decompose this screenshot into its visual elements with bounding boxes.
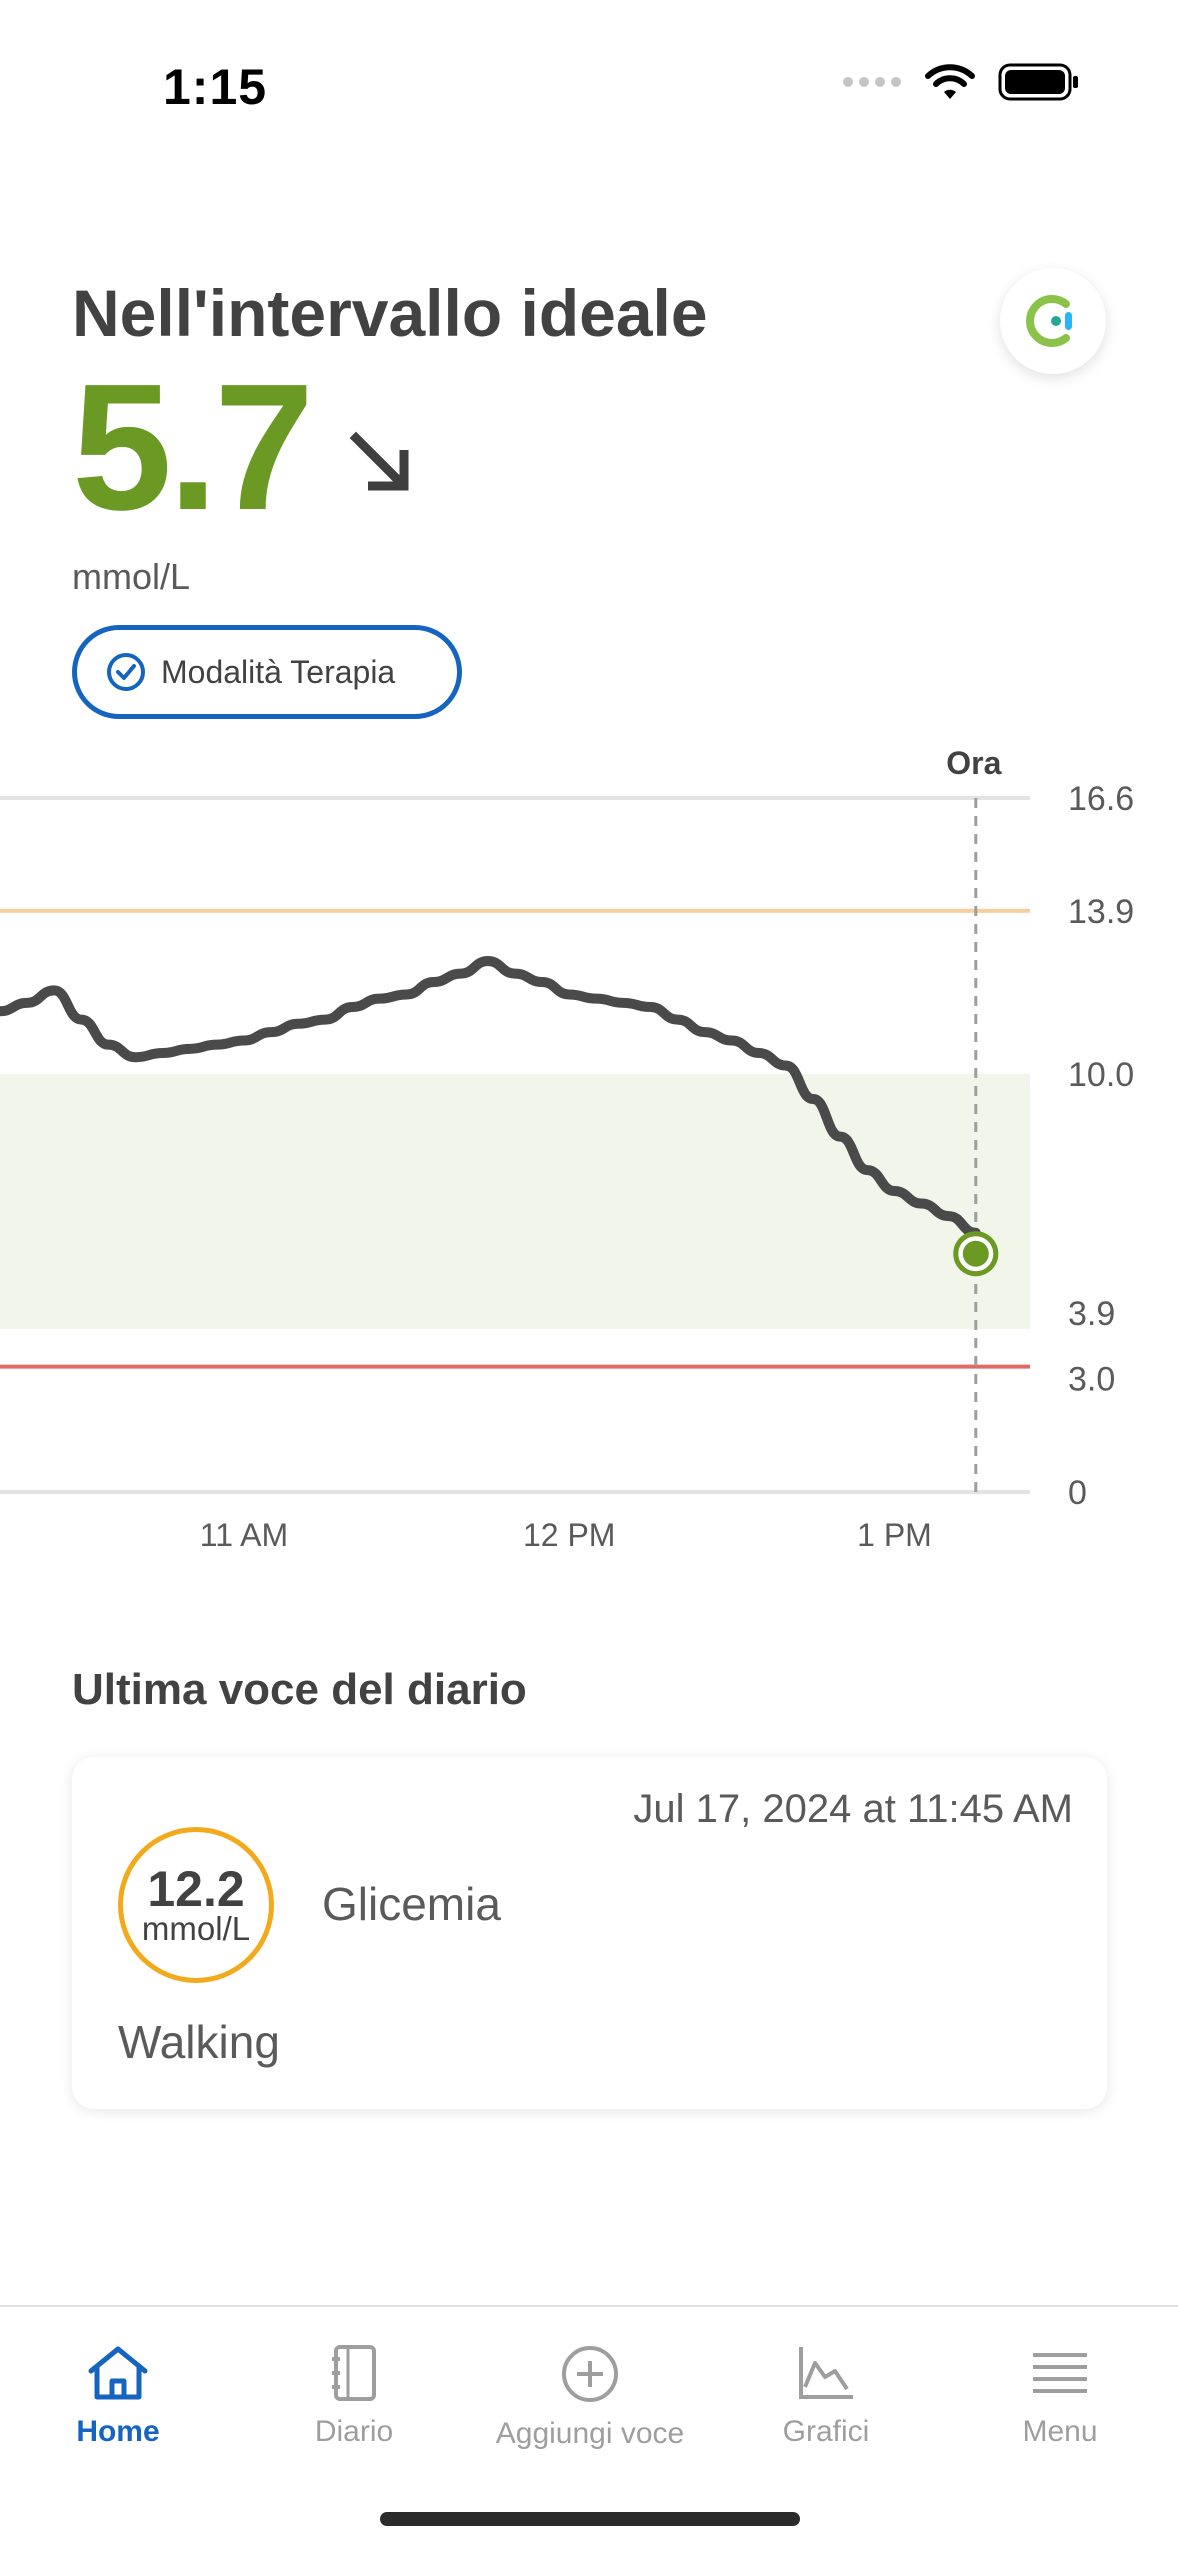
add-circle-icon bbox=[562, 2346, 618, 2402]
home-icon bbox=[88, 2346, 148, 2400]
glucose-chart: Ora 16.6 13.9 10.0 3.9 3.0 0 11 AM 12 PM 1 PM bbox=[0, 730, 1178, 1553]
check-circle-icon bbox=[107, 653, 145, 691]
app-logo-button[interactable] bbox=[1000, 268, 1106, 374]
status-bar: 1:15 bbox=[0, 0, 1178, 150]
entry-unit: mmol/L bbox=[141, 1910, 251, 1947]
therapy-mode-button[interactable]: Modalità Terapia bbox=[72, 625, 462, 719]
y-tick-label: 10.0 bbox=[1068, 1056, 1134, 1094]
y-tick-label: 3.0 bbox=[1068, 1361, 1115, 1399]
current-reading: 5.7 bbox=[72, 347, 416, 548]
tab-diary-label: Diario bbox=[314, 2415, 394, 2448]
diary-heading: Ultima voce del diario bbox=[72, 1665, 527, 1714]
tab-home-label: Home bbox=[76, 2415, 160, 2448]
glucose-unit: mmol/L bbox=[72, 556, 191, 597]
x-tick-label: 1 PM bbox=[857, 1517, 932, 1550]
glucose-trace-line bbox=[0, 956, 981, 1259]
tab-add-entry[interactable]: Aggiungi voce bbox=[472, 2307, 708, 2457]
y-tick-label: 3.9 bbox=[1068, 1295, 1115, 1333]
tab-charts[interactable]: Grafici bbox=[708, 2307, 944, 2457]
therapy-mode-label: Modalità Terapia bbox=[161, 653, 396, 690]
y-tick-label: 16.6 bbox=[1068, 780, 1134, 818]
home-indicator bbox=[380, 2512, 800, 2526]
tab-charts-label: Grafici bbox=[782, 2415, 870, 2448]
latest-diary-entry-card[interactable]: Jul 17, 2024 at 11:45 AM 12.2 mmol/L Gli… bbox=[72, 1757, 1107, 2109]
wifi-icon bbox=[925, 64, 975, 99]
entry-type: Glicemia bbox=[322, 1878, 501, 1930]
trend-arrow-down-right-icon bbox=[349, 431, 409, 491]
tab-menu-label: Menu bbox=[1022, 2415, 1098, 2448]
charts-icon bbox=[799, 2347, 853, 2399]
range-status-title: Nell'intervallo ideale bbox=[72, 276, 708, 350]
tab-diary[interactable]: Diario bbox=[236, 2307, 472, 2457]
entry-note: Walking bbox=[118, 2016, 280, 2068]
battery-icon bbox=[998, 63, 1078, 101]
diary-icon bbox=[332, 2345, 376, 2401]
target-range-band bbox=[0, 1073, 1030, 1329]
x-tick-label: 11 AM bbox=[200, 1517, 288, 1550]
status-icons bbox=[842, 62, 1080, 102]
x-tick-label: 12 PM bbox=[523, 1517, 615, 1550]
cellular-icon bbox=[843, 77, 901, 87]
status-time: 1:15 bbox=[163, 59, 268, 115]
tab-add-entry-label: Aggiungi voce bbox=[495, 2417, 685, 2450]
current-reading-point bbox=[962, 1240, 989, 1267]
app-logo-icon bbox=[1026, 295, 1072, 347]
now-label: Ora bbox=[946, 745, 1001, 781]
menu-icon bbox=[1033, 2353, 1087, 2393]
entry-date: Jul 17, 2024 at 11:45 AM bbox=[633, 1787, 1073, 1831]
y-tick-label: 0 bbox=[1068, 1474, 1087, 1512]
glucose-value: 5.7 bbox=[72, 347, 314, 548]
entry-value-ring: 12.2 mmol/L bbox=[118, 1827, 274, 1983]
y-tick-label: 13.9 bbox=[1068, 893, 1134, 931]
glucose-chart-svg: Ora 16.6 13.9 10.0 3.9 3.0 0 11 AM 12 PM 1 PM bbox=[0, 745, 1134, 1553]
entry-value: 12.2 bbox=[147, 1861, 245, 1917]
tab-home[interactable]: Home bbox=[0, 2307, 236, 2457]
tab-menu[interactable]: Menu bbox=[942, 2307, 1178, 2457]
